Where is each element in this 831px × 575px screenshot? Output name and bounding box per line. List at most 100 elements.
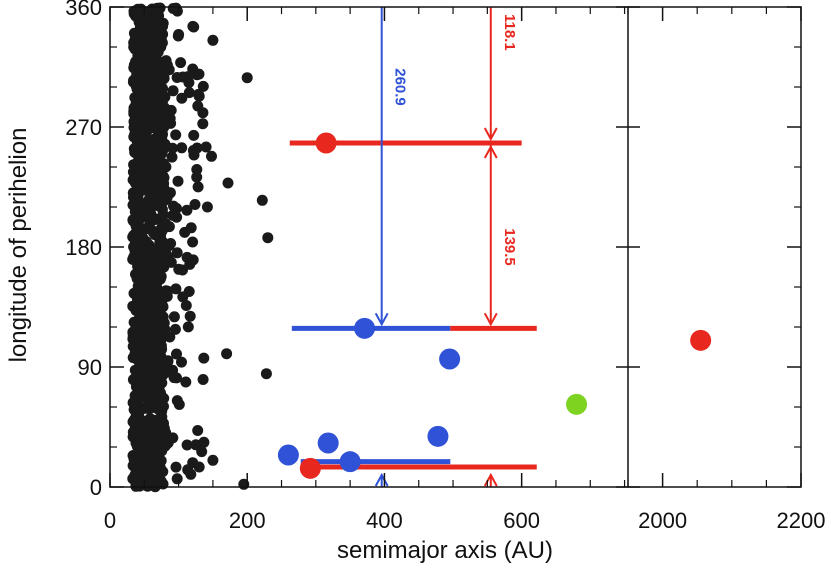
y-tick-label: 180 [65, 235, 102, 260]
background-point [170, 129, 182, 141]
background-point [129, 146, 141, 158]
background-point [176, 142, 188, 154]
background-point [159, 184, 171, 196]
background-point [175, 57, 187, 69]
background-point [184, 258, 196, 270]
x-axis-title: semimajor axis (AU) [337, 537, 553, 564]
background-point [158, 222, 170, 234]
background-point [138, 30, 150, 42]
background-point [197, 80, 209, 92]
background-point [200, 141, 212, 153]
background-point [187, 236, 199, 248]
background-point [136, 259, 148, 271]
background-point [171, 473, 183, 485]
axes-layer: 0 90 180 270 360 0 200 400 600 2000 2200 [65, 0, 825, 533]
background-point [141, 339, 153, 351]
background-point [134, 173, 146, 185]
background-point [129, 405, 141, 416]
annotation-label: 260.9 [392, 68, 409, 106]
background-point [158, 72, 170, 84]
background-point [180, 300, 192, 311]
background-point [132, 280, 144, 292]
background-point [149, 366, 161, 378]
background-point [191, 164, 203, 175]
background-point [171, 247, 183, 259]
background-point [170, 2, 182, 14]
background-point [159, 138, 171, 150]
background-point [150, 382, 162, 394]
background-point [138, 461, 150, 473]
background-point [260, 368, 272, 380]
x-tick-label: 600 [503, 508, 540, 533]
background-point [143, 316, 155, 328]
data-point-red [315, 132, 337, 154]
data-point-blue [354, 317, 376, 339]
annotation-label: 139.5 [501, 228, 518, 266]
annotation-label: 118.1 [501, 14, 518, 51]
background-point [170, 283, 182, 295]
background-point [165, 104, 177, 116]
y-axis-title: longitude of perihelion [5, 128, 32, 363]
background-point [158, 238, 170, 250]
plot-frame [109, 6, 802, 488]
background-point [158, 162, 170, 173]
y-tick-label: 360 [65, 0, 102, 20]
background-point [166, 151, 178, 163]
background-point [164, 331, 176, 343]
data-point-red [299, 457, 321, 479]
background-point [144, 160, 156, 171]
background-point [137, 267, 149, 279]
background-point [185, 468, 197, 480]
background-point [183, 87, 195, 99]
background-point [188, 21, 200, 33]
data-point-blue [339, 451, 361, 473]
background-point [171, 348, 182, 360]
background-point [196, 446, 208, 458]
annotation-arrow-head [483, 127, 498, 142]
background-point [207, 454, 219, 466]
background-point [127, 199, 139, 211]
x-tick-label: 2200 [777, 508, 826, 533]
background-point [161, 290, 173, 302]
background-point [135, 156, 147, 168]
y-tick-label: 0 [90, 475, 102, 500]
background-point [189, 199, 201, 210]
y-tick-label: 90 [78, 355, 102, 380]
background-point [129, 245, 141, 257]
background-point [188, 129, 200, 141]
background-point [133, 367, 145, 379]
background-point [193, 90, 205, 102]
background-point [241, 72, 253, 84]
data-point-red [690, 329, 712, 351]
background-point [168, 311, 180, 323]
background-point [170, 461, 182, 473]
x-tick-label: 400 [366, 508, 403, 533]
background-point [157, 209, 169, 221]
background-point [138, 428, 150, 440]
background-point [135, 211, 147, 223]
background-point [197, 118, 209, 130]
background-point [149, 468, 161, 480]
background-point [193, 461, 205, 473]
background-point [136, 133, 147, 145]
background-point [155, 340, 167, 352]
background-point [147, 444, 159, 456]
background-point [167, 209, 179, 221]
background-point [197, 374, 209, 385]
background-point [136, 94, 148, 106]
background-point [207, 34, 219, 46]
background-point [206, 150, 217, 162]
background-point [176, 92, 188, 104]
background-point [197, 107, 209, 119]
background-point [156, 37, 168, 49]
background-point [191, 171, 203, 183]
background-point [146, 402, 157, 414]
background-point [180, 376, 192, 388]
background-point [129, 120, 140, 132]
background-point [159, 440, 171, 452]
background-point [184, 310, 196, 322]
background-point [128, 8, 140, 20]
background-scatter-layer [127, 2, 274, 493]
background-point [131, 78, 143, 90]
background-point [181, 204, 193, 216]
